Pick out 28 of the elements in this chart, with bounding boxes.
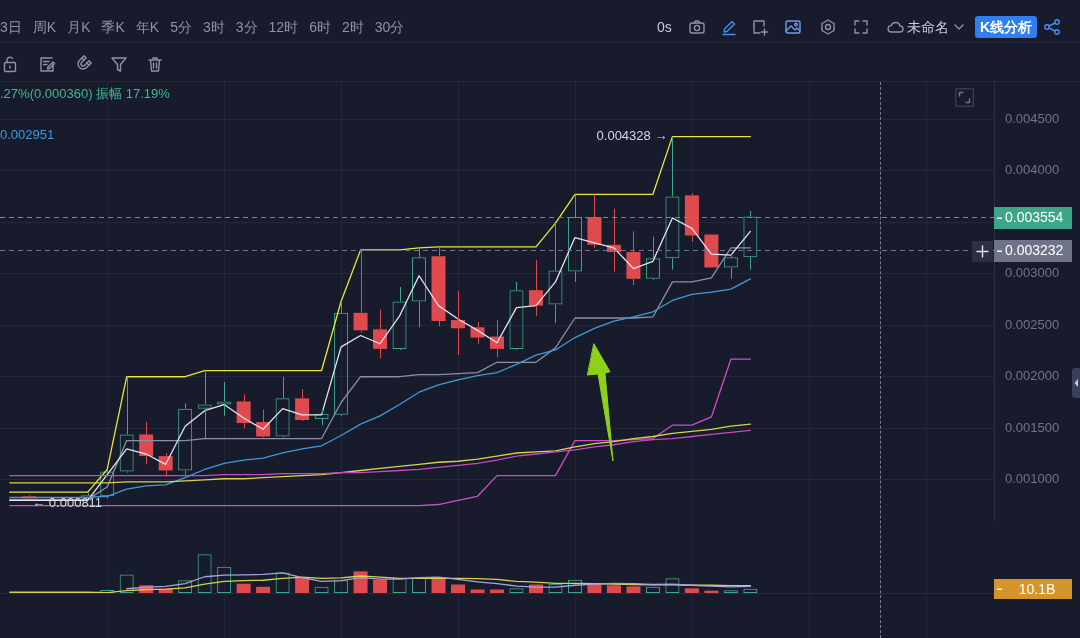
text: 10.1B — [1018, 580, 1056, 597]
text: 3分 — [235, 18, 258, 36]
text: 5分 — [170, 18, 192, 36]
text: 30分 — [374, 18, 405, 36]
text: K线分析 — [975, 16, 1038, 38]
text: 6时 — [309, 18, 331, 36]
text: 0.002951 — [0, 126, 55, 142]
text: 季K — [101, 18, 125, 36]
y-tick-label: 0.004000 — [1005, 162, 1060, 178]
y-tick-label: 0.002500 — [1005, 316, 1060, 332]
text: 未命名 — [907, 18, 949, 36]
text: 周K — [32, 18, 57, 36]
text: 12时 — [268, 18, 299, 36]
y-tick-label: 0.001500 — [1005, 419, 1060, 435]
y-tick-label: 0.001000 — [1005, 471, 1060, 487]
text: 0s — [657, 18, 672, 36]
y-tick-label: 0.003000 — [1005, 265, 1060, 281]
annotation: 0.004328 → — [596, 128, 668, 144]
text: 年K — [135, 18, 160, 36]
text: 2时 — [341, 18, 364, 36]
text: 月K — [67, 18, 91, 36]
chart-subtitle: .27%(0.000360) 振幅 17.19% — [0, 86, 170, 102]
ref-line-label: 0.003232 — [1005, 242, 1064, 259]
text: 3时 — [202, 18, 225, 36]
ref-line-label: 0.003554 — [1005, 209, 1064, 226]
y-tick-label: 0.004500 — [1005, 110, 1060, 126]
text: 3日 — [0, 18, 22, 36]
y-tick-label: 0.002000 — [1005, 368, 1060, 384]
